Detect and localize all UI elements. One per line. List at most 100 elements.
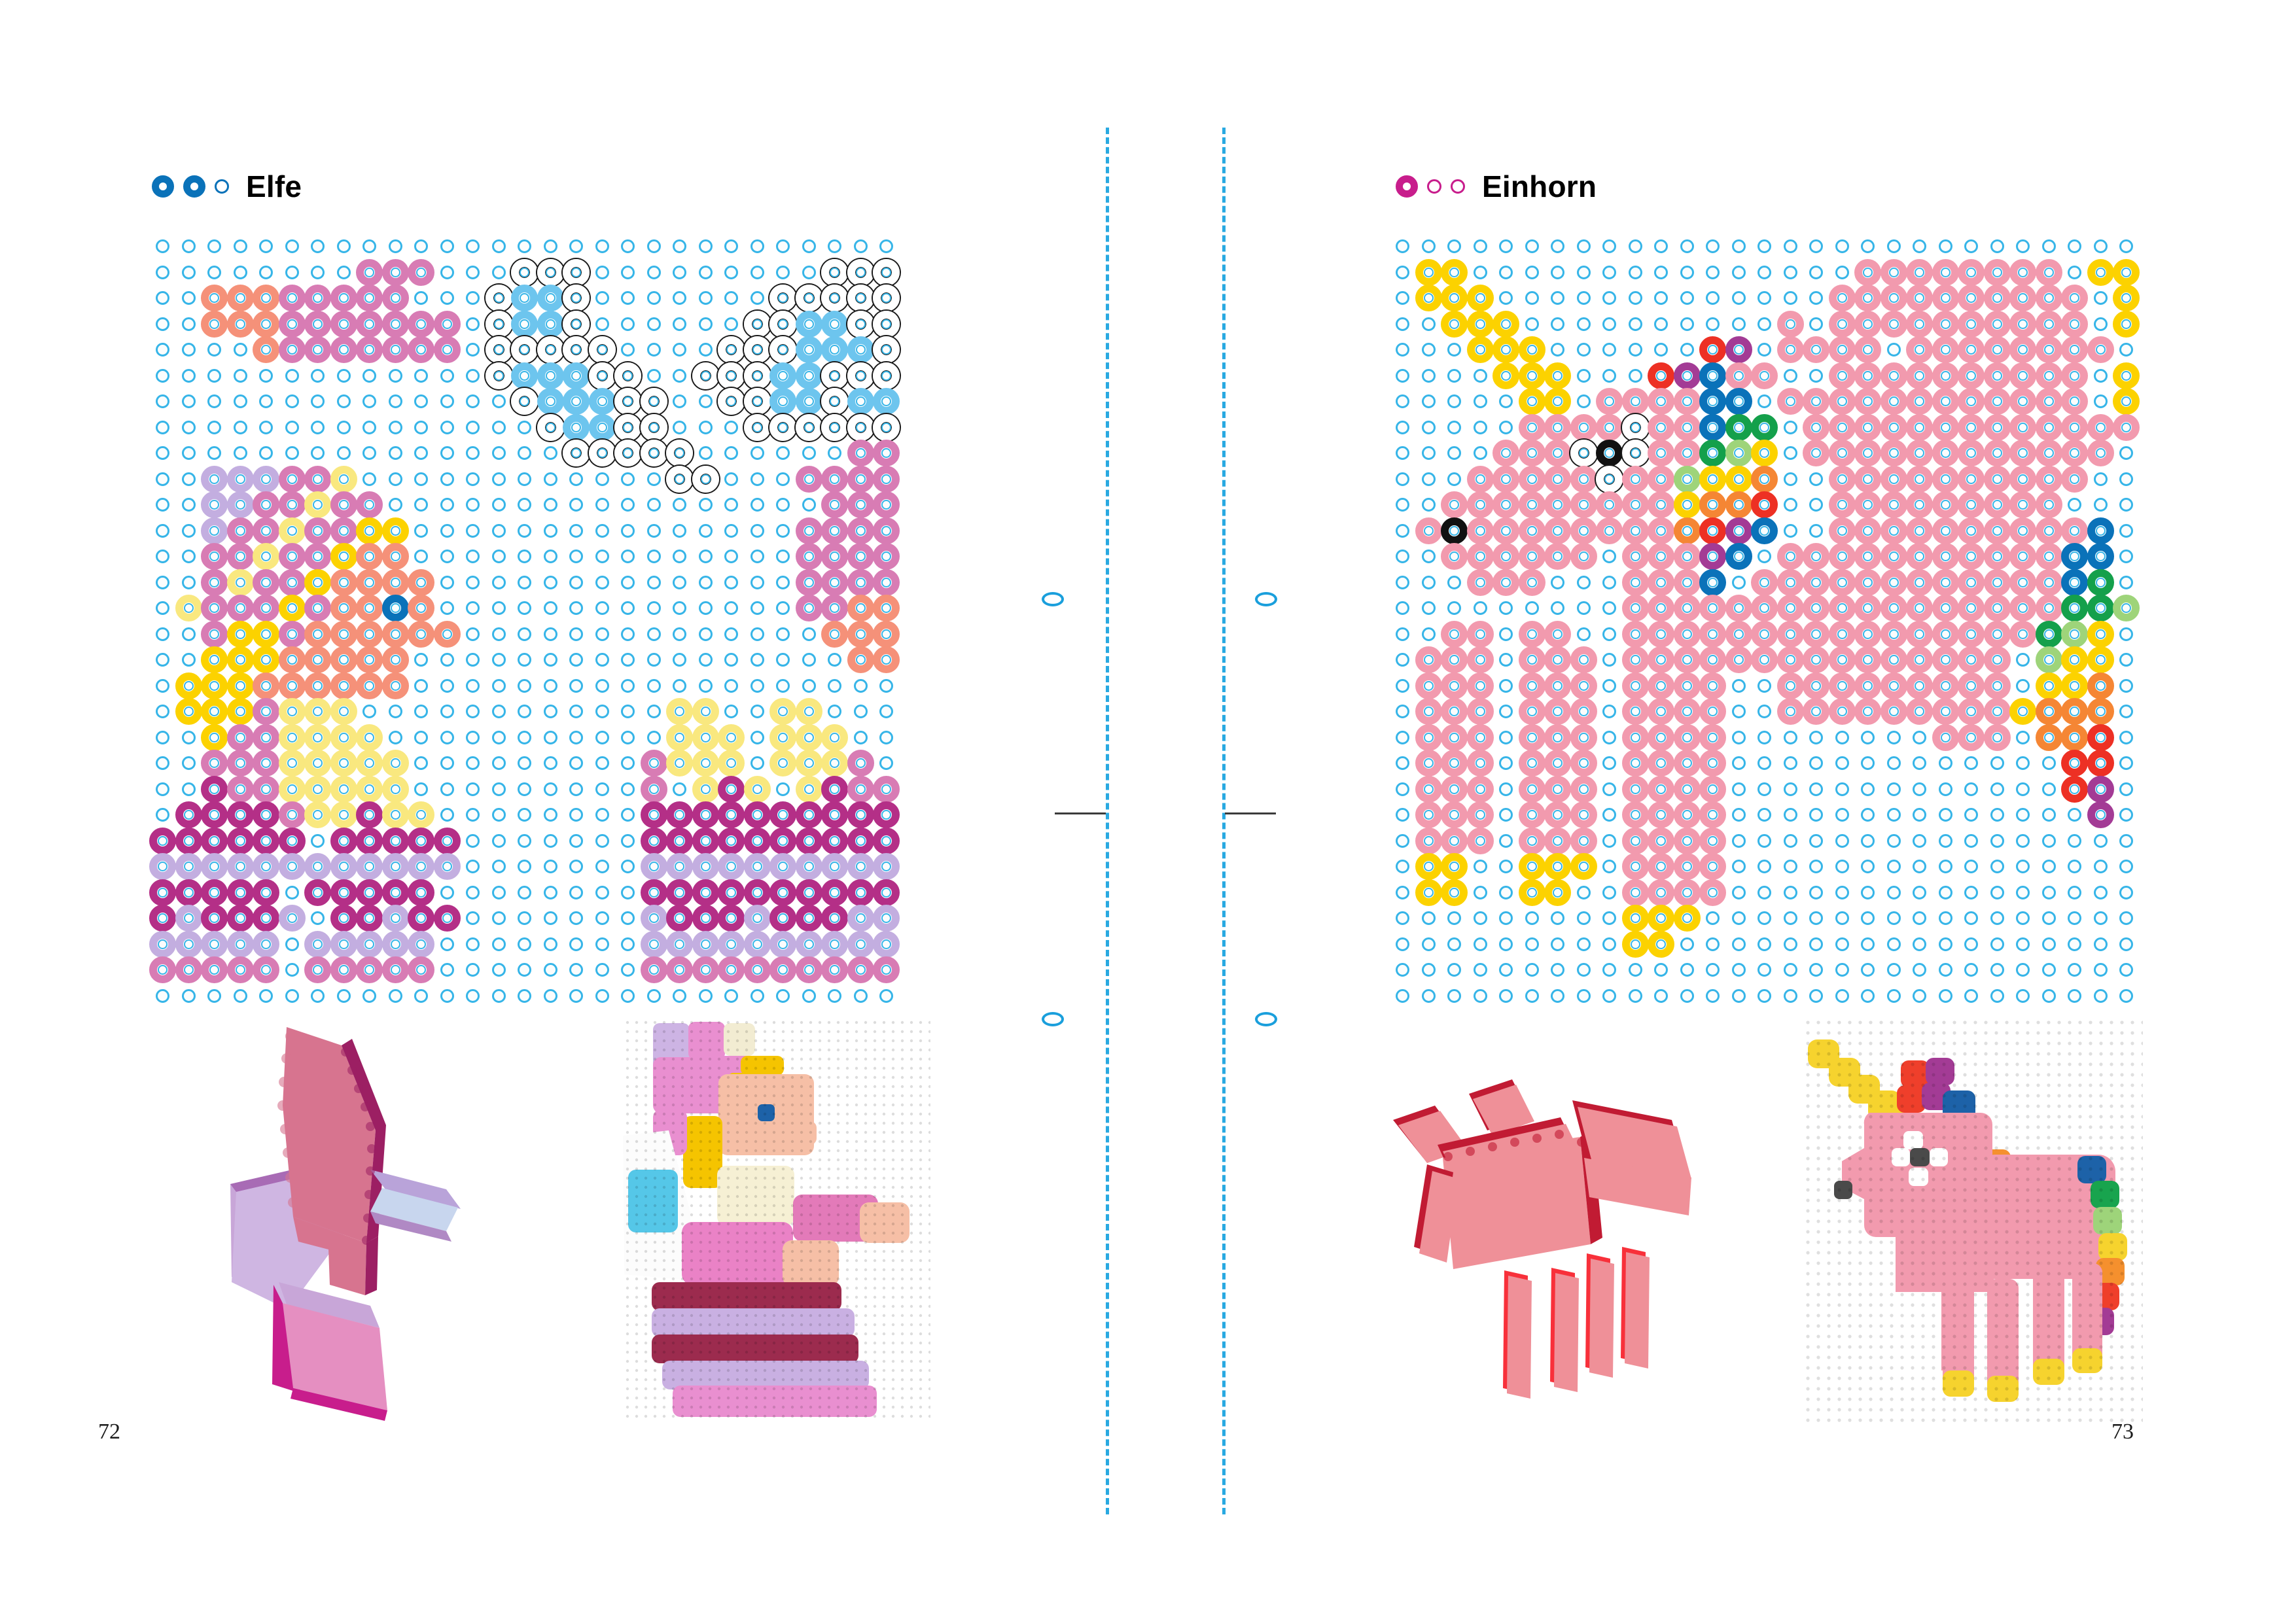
pegboard-bead[interactable] (330, 750, 357, 777)
pegboard-bead[interactable] (381, 568, 409, 596)
pegboard-bead[interactable] (278, 724, 306, 751)
pegboard-empty-peg[interactable] (1938, 937, 1952, 951)
pegboard-bead[interactable] (1544, 698, 1571, 725)
pegboard-bead[interactable] (149, 930, 176, 958)
pegboard-empty-peg[interactable] (491, 472, 506, 486)
pegboard-empty-peg[interactable] (440, 653, 454, 667)
pegboard-empty-peg[interactable] (1628, 317, 1642, 331)
pegboard-bead[interactable] (330, 568, 357, 596)
pegboard-empty-peg[interactable] (2119, 653, 2133, 667)
pegboard-empty-peg[interactable] (673, 420, 686, 434)
pegboard-empty-peg[interactable] (2068, 937, 2081, 951)
pegboard-bead[interactable] (769, 956, 796, 983)
pegboard-empty-peg[interactable] (466, 394, 480, 408)
pegboard-bead[interactable] (1880, 491, 1907, 518)
pegboard-empty-peg[interactable] (1447, 988, 1461, 1003)
pegboard-bead[interactable] (1725, 620, 1752, 648)
pegboard-bead[interactable] (2035, 568, 2062, 596)
pegboard-bead[interactable] (1906, 285, 1933, 311)
pegboard-empty-peg[interactable] (1602, 963, 1616, 977)
pegboard-empty-peg[interactable] (466, 472, 480, 486)
pegboard-bead[interactable] (2009, 336, 2036, 363)
pegboard-empty-peg[interactable] (750, 575, 764, 589)
pegboard-bead[interactable] (1648, 879, 1674, 906)
pegboard-bead[interactable] (330, 801, 357, 828)
pegboard-bead[interactable] (795, 750, 822, 777)
pegboard-empty-peg[interactable] (336, 988, 351, 1003)
pegboard-bead[interactable] (304, 724, 331, 751)
pegboard-bead[interactable] (408, 568, 434, 596)
pegboard-bead[interactable] (2087, 698, 2114, 725)
pegboard-bead[interactable] (1544, 724, 1571, 751)
pegboard-empty-peg[interactable] (595, 472, 609, 486)
pegboard-empty-peg[interactable] (543, 833, 557, 848)
pegboard-bead[interactable] (1466, 698, 1494, 725)
pegboard-bead[interactable] (201, 543, 228, 570)
pegboard-bead[interactable] (1466, 620, 1494, 648)
pegboard-empty-peg[interactable] (1576, 937, 1591, 951)
pegboard-bead[interactable] (614, 388, 641, 415)
pegboard-empty-peg[interactable] (673, 550, 686, 563)
pegboard-bead[interactable] (1673, 698, 1701, 725)
pegboard-bead[interactable] (1570, 724, 1597, 751)
pegboard-bead[interactable] (1492, 568, 1519, 596)
pegboard-bead[interactable] (201, 517, 228, 544)
pegboard-empty-peg[interactable] (543, 705, 557, 718)
pegboard-empty-peg[interactable] (1783, 860, 1797, 873)
pegboard-bead[interactable] (253, 775, 279, 803)
pegboard-empty-peg[interactable] (1447, 446, 1461, 460)
pegboard-empty-peg[interactable] (1421, 420, 1436, 434)
pegboard-empty-peg[interactable] (2119, 705, 2133, 718)
pegboard-empty-peg[interactable] (491, 601, 506, 615)
pegboard-bead[interactable] (1880, 595, 1907, 621)
pegboard-bead[interactable] (330, 620, 357, 648)
pegboard-empty-peg[interactable] (853, 705, 868, 718)
pegboard-bead[interactable] (1648, 905, 1674, 932)
pegboard-bead[interactable] (2009, 440, 2036, 466)
pegboard-empty-peg[interactable] (1473, 988, 1487, 1003)
pegboard-empty-peg[interactable] (2093, 498, 2108, 512)
pegboard-bead[interactable] (2009, 362, 2036, 389)
pegboard-empty-peg[interactable] (621, 730, 635, 744)
pegboard-empty-peg[interactable] (1396, 368, 1409, 383)
pegboard-empty-peg[interactable] (1938, 885, 1952, 899)
pegboard-empty-peg[interactable] (2119, 782, 2133, 796)
pegboard-empty-peg[interactable] (491, 446, 506, 460)
pegboard-empty-peg[interactable] (595, 239, 609, 253)
pegboard-bead[interactable] (537, 310, 564, 338)
pegboard-bead[interactable] (873, 956, 900, 983)
pegboard-bead[interactable] (356, 336, 383, 363)
pegboard-bead[interactable] (1880, 362, 1907, 389)
pegboard-empty-peg[interactable] (1809, 833, 1823, 848)
pegboard-empty-peg[interactable] (518, 988, 531, 1003)
pegboard-bead[interactable] (769, 879, 796, 906)
pegboard-empty-peg[interactable] (181, 368, 196, 383)
pegboard-bead[interactable] (1415, 879, 1442, 906)
pegboard-empty-peg[interactable] (518, 963, 531, 977)
pegboard-empty-peg[interactable] (724, 265, 738, 279)
pegboard-bead[interactable] (226, 672, 254, 699)
pegboard-empty-peg[interactable] (1628, 343, 1642, 357)
pegboard-bead[interactable] (1699, 672, 1726, 699)
pegboard-bead[interactable] (1828, 672, 1856, 699)
pegboard-bead[interactable] (1803, 543, 1829, 570)
pegboard-empty-peg[interactable] (2119, 627, 2133, 641)
pegboard-bead[interactable] (1673, 801, 1701, 828)
pegboard-bead[interactable] (1725, 517, 1752, 544)
pegboard-empty-peg[interactable] (156, 627, 169, 641)
pegboard-empty-peg[interactable] (724, 446, 738, 460)
pegboard-empty-peg[interactable] (1551, 575, 1564, 589)
pegboard-empty-peg[interactable] (1861, 833, 1875, 848)
pegboard-bead[interactable] (304, 620, 331, 648)
pegboard-bead[interactable] (1570, 775, 1597, 803)
pegboard-bead[interactable] (1544, 362, 1571, 389)
pegboard-empty-peg[interactable] (285, 368, 299, 383)
pegboard-bead[interactable] (149, 827, 176, 854)
pegboard-empty-peg[interactable] (1886, 730, 1901, 744)
pegboard-empty-peg[interactable] (440, 575, 454, 589)
pegboard-empty-peg[interactable] (750, 678, 764, 693)
pegboard-empty-peg[interactable] (1757, 678, 1771, 693)
pegboard-empty-peg[interactable] (543, 756, 557, 770)
pegboard-bead[interactable] (201, 879, 228, 906)
pegboard-empty-peg[interactable] (491, 860, 506, 873)
